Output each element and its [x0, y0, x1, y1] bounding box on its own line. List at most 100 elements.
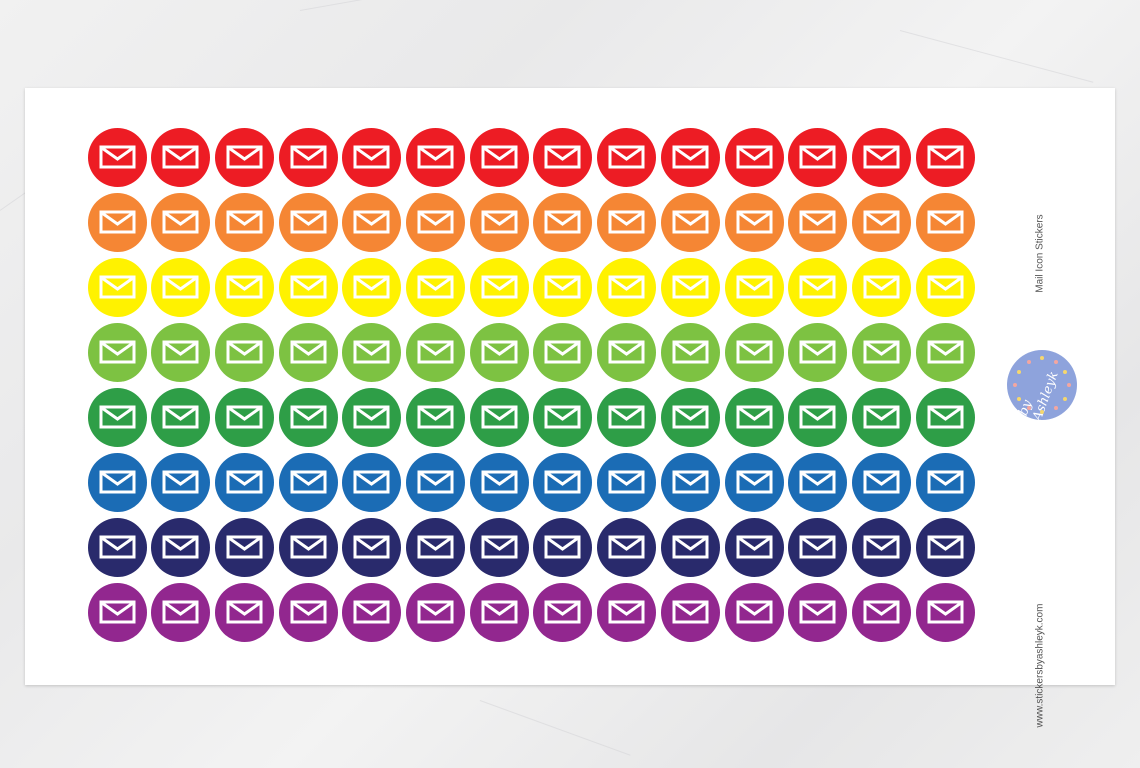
envelope-icon	[863, 470, 900, 493]
sticker-red	[151, 127, 211, 187]
envelope-icon	[417, 535, 454, 558]
sticker-green	[342, 387, 402, 447]
sticker-light-green	[469, 322, 529, 382]
sticker-yellow	[151, 257, 211, 317]
sticker-purple	[151, 582, 211, 642]
sticker-green	[660, 387, 720, 447]
sticker-light-green	[851, 322, 911, 382]
logo-dot	[1026, 359, 1031, 364]
sticker-red	[278, 127, 338, 187]
envelope-icon	[672, 275, 709, 298]
envelope-icon	[799, 405, 836, 428]
envelope-icon	[290, 340, 327, 363]
envelope-icon	[863, 340, 900, 363]
sticker-green	[87, 387, 147, 447]
logo-dot	[1016, 369, 1021, 374]
sticker-purple	[406, 582, 465, 642]
envelope-icon	[226, 275, 263, 298]
sticker-red	[788, 127, 848, 187]
sticker-red	[342, 127, 402, 187]
envelope-icon	[544, 535, 581, 558]
sticker-red	[724, 127, 784, 187]
sticker-yellow	[406, 257, 465, 317]
sticker-orange	[342, 192, 402, 252]
sticker-green	[724, 387, 784, 447]
envelope-icon	[99, 470, 135, 493]
envelope-icon	[927, 145, 964, 168]
envelope-icon	[481, 470, 518, 493]
envelope-icon	[544, 470, 581, 493]
envelope-icon	[927, 470, 964, 493]
logo-dot	[1040, 356, 1044, 360]
envelope-icon	[99, 210, 135, 233]
sticker-navy	[214, 517, 274, 577]
sheet-title: Mail Icon Stickers	[1034, 214, 1046, 293]
sticker-orange	[214, 192, 274, 252]
logo-dot	[1053, 359, 1058, 364]
sticker-red	[597, 127, 657, 187]
sticker-green	[915, 387, 975, 447]
sticker-green	[214, 387, 274, 447]
logo-dot	[1063, 396, 1068, 401]
envelope-icon	[672, 145, 709, 168]
sticker-orange	[533, 192, 593, 252]
envelope-icon	[863, 600, 900, 623]
envelope-icon	[544, 340, 581, 363]
envelope-icon	[863, 210, 900, 233]
sticker-purple	[214, 582, 274, 642]
envelope-icon	[799, 600, 836, 623]
envelope-icon	[226, 535, 263, 558]
envelope-icon	[481, 275, 518, 298]
sticker-red	[87, 127, 147, 187]
sticker-blue	[87, 452, 147, 512]
envelope-icon	[481, 535, 518, 558]
envelope-icon	[417, 145, 454, 168]
sticker-orange	[660, 192, 720, 252]
envelope-icon	[544, 600, 581, 623]
envelope-icon	[226, 470, 263, 493]
envelope-icon	[290, 405, 327, 428]
sticker-blue	[151, 452, 211, 512]
sticker-light-green	[597, 322, 657, 382]
sticker-purple	[724, 582, 784, 642]
envelope-icon	[290, 145, 327, 168]
sticker-red	[469, 127, 529, 187]
envelope-icon	[481, 340, 518, 363]
sticker-purple	[788, 582, 848, 642]
sticker-navy	[788, 517, 848, 577]
sticker-green	[851, 387, 911, 447]
sticker-navy	[724, 517, 784, 577]
envelope-icon	[290, 600, 327, 623]
envelope-icon	[162, 275, 199, 298]
logo-dot	[1040, 410, 1044, 414]
envelope-icon	[162, 210, 199, 233]
sticker-orange	[151, 192, 211, 252]
sticker-light-green	[151, 322, 211, 382]
sticker-blue	[342, 452, 402, 512]
sticker-purple	[533, 582, 593, 642]
sticker-light-green	[724, 322, 784, 382]
sticker-blue	[469, 452, 529, 512]
envelope-icon	[927, 405, 964, 428]
envelope-icon	[799, 535, 836, 558]
logo-dot	[1063, 369, 1068, 374]
sticker-orange	[851, 192, 911, 252]
envelope-icon	[99, 405, 135, 428]
envelope-icon	[226, 600, 263, 623]
sticker-light-green	[87, 322, 147, 382]
sticker-green	[533, 387, 593, 447]
envelope-icon	[417, 470, 454, 493]
envelope-icon	[799, 145, 836, 168]
sticker-orange	[597, 192, 657, 252]
sticker-light-green	[660, 322, 720, 382]
envelope-icon	[99, 145, 135, 168]
envelope-icon	[927, 210, 964, 233]
sticker-purple	[87, 582, 147, 642]
sticker-navy	[660, 517, 720, 577]
sticker-navy	[851, 517, 911, 577]
envelope-icon	[226, 405, 263, 428]
sticker-light-green	[278, 322, 338, 382]
envelope-icon	[608, 600, 645, 623]
sticker-light-green	[214, 322, 274, 382]
sticker-purple	[915, 582, 975, 642]
